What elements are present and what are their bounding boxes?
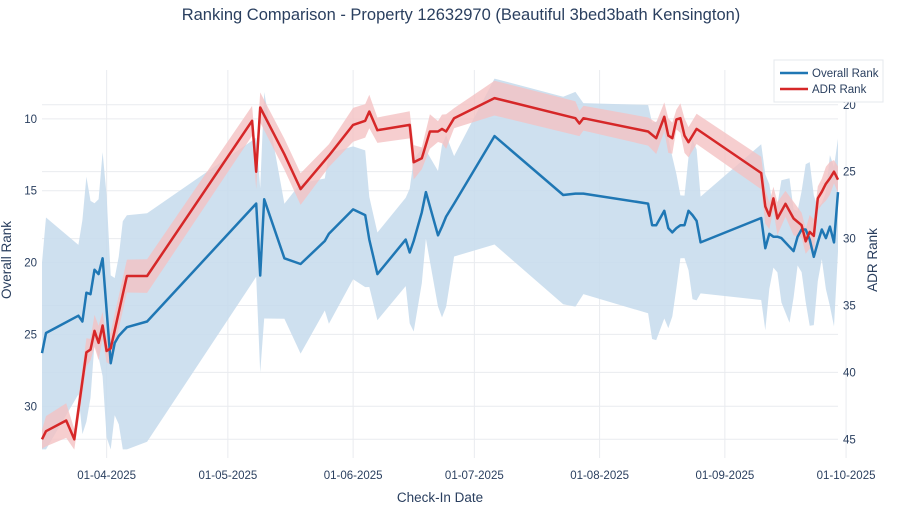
left-tick-label: 15 xyxy=(24,186,37,198)
left-tick-label: 10 xyxy=(24,114,37,126)
right-tick-label: 40 xyxy=(843,367,856,379)
left-tick-label: 30 xyxy=(24,401,37,413)
chart-title: Ranking Comparison - Property 12632970 (… xyxy=(182,6,741,24)
overall-rank-band xyxy=(42,78,838,450)
left-tick-label: 25 xyxy=(24,329,37,341)
x-tick-label: 01-06-2025 xyxy=(324,470,383,482)
right-axis-title: ADR Rank xyxy=(865,228,880,292)
legend-overall-label[interactable]: Overall Rank xyxy=(812,68,879,80)
axes: 01-04-2025 01-05-2025 01-06-2025 01-07-2025… xyxy=(24,100,875,482)
right-tick-label: 20 xyxy=(843,100,856,112)
right-tick-label: 45 xyxy=(843,434,856,446)
x-tick-label: 01-09-2025 xyxy=(695,470,754,482)
x-tick-label: 01-07-2025 xyxy=(445,470,504,482)
legend[interactable]: Overall Rank ADR Rank xyxy=(773,59,884,103)
x-axis-title: Check-In Date xyxy=(397,490,483,505)
left-axis-title: Overall Rank xyxy=(0,221,14,299)
legend-adr-label[interactable]: ADR Rank xyxy=(812,84,867,96)
overall-rank-line xyxy=(40,134,840,365)
series-lines xyxy=(40,96,840,441)
x-tick-label: 01-05-2025 xyxy=(198,470,257,482)
right-tick-label: 30 xyxy=(843,234,856,246)
confidence-bands xyxy=(42,78,838,450)
x-tick-label: 01-04-2025 xyxy=(77,470,136,482)
legend-box xyxy=(773,59,884,103)
x-tick-label: 01-10-2025 xyxy=(817,470,876,482)
right-tick-label: 25 xyxy=(843,167,856,179)
right-tick-label: 35 xyxy=(843,300,856,312)
adr-rank-line xyxy=(40,96,840,441)
x-tick-label: 01-08-2025 xyxy=(570,470,629,482)
left-tick-label: 20 xyxy=(24,258,37,270)
